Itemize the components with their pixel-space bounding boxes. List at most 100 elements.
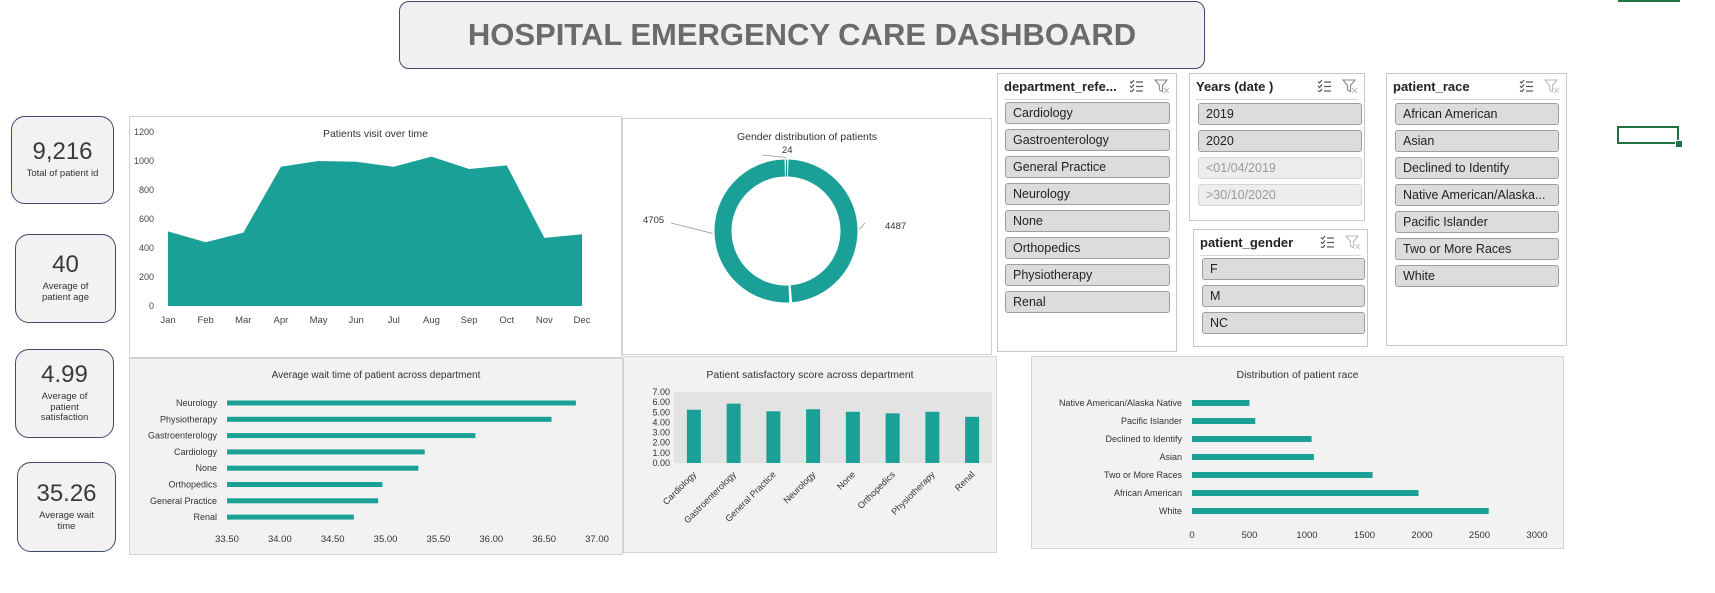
- slicer-divider: [1004, 99, 1170, 100]
- bar: [885, 413, 900, 463]
- bar: [227, 498, 379, 504]
- slicer-item-2020[interactable]: 2020: [1198, 130, 1362, 152]
- slicer-item-m[interactable]: M: [1202, 285, 1365, 307]
- x-tick-label: May: [310, 315, 328, 326]
- chart-wait-time[interactable]: Average wait time of patient across depa…: [129, 358, 623, 555]
- x-tick-label: 500: [1242, 530, 1258, 541]
- donut-slice: [714, 159, 790, 303]
- bar: [227, 514, 354, 520]
- bar: [227, 400, 576, 406]
- slicer-item-after-range[interactable]: >30/10/2020: [1198, 184, 1362, 206]
- chart-patients-visit[interactable]: Patients visit over time 0 200 400 600 800 10…: [129, 116, 622, 358]
- slicer-item-physiotherapy[interactable]: Physiotherapy: [1005, 264, 1170, 286]
- clear-filter-icon[interactable]: [1341, 79, 1358, 98]
- chart-gender-distribution[interactable]: Gender distribution of patients 24 4487 47…: [622, 118, 992, 355]
- bar: [1192, 436, 1312, 442]
- clear-filter-icon[interactable]: [1543, 79, 1560, 98]
- slicer-department[interactable]: department_refe... Cardiology Gastroente…: [997, 73, 1177, 352]
- clear-filter-icon[interactable]: [1153, 79, 1170, 98]
- slicer-header: department_refe...: [1004, 79, 1117, 94]
- satisfaction-chart-svg: 0.001.002.003.004.005.006.007.00 Cardiolo…: [652, 387, 992, 525]
- slicer-item-before-range[interactable]: <01/04/2019: [1198, 157, 1362, 179]
- bar: [1192, 400, 1250, 406]
- chart-satisfaction[interactable]: Patient satisfactory score across depart…: [623, 356, 997, 553]
- x-tick-label: Neurology: [781, 469, 817, 505]
- x-tick-label: 37.00: [585, 534, 609, 545]
- slicer-years[interactable]: Years (date ) 2019 2020 <01/04/2019 >30/…: [1189, 73, 1365, 221]
- y-tick-label: 6.00: [652, 397, 670, 407]
- multi-select-icon[interactable]: [1317, 79, 1332, 98]
- y-category-label: Orthopedics: [168, 480, 217, 490]
- slicer-item-pacific-islander[interactable]: Pacific Islander: [1395, 211, 1559, 233]
- slicer-item-native-american[interactable]: Native American/Alaska...: [1395, 184, 1559, 206]
- bar: [925, 411, 940, 463]
- y-category-label: Renal: [193, 512, 217, 522]
- y-category-label: White: [1159, 506, 1182, 516]
- x-tick-label: Sep: [461, 315, 478, 326]
- y-tick-label: 7.00: [652, 387, 670, 397]
- y-tick-label: 0: [149, 301, 154, 311]
- y-tick-label: 200: [139, 272, 154, 282]
- x-tick-label: 34.00: [268, 534, 292, 545]
- area-chart-svg: 0 200 400 600 800 1000 1200 Jan Feb Mar Apr May Jun J…: [134, 127, 591, 326]
- slicer-item-2019[interactable]: 2019: [1198, 103, 1362, 125]
- x-tick-label: Dec: [574, 315, 591, 326]
- x-tick-label: None: [835, 469, 857, 491]
- leader-line: [859, 222, 866, 230]
- x-tick-label: 0: [1189, 530, 1194, 541]
- slicer-item-general-practice[interactable]: General Practice: [1005, 156, 1170, 178]
- y-category-label: Native American/Alaska Native: [1059, 398, 1182, 408]
- slicer-item-two-or-more[interactable]: Two or More Races: [1395, 238, 1559, 260]
- slicer-item-neurology[interactable]: Neurology: [1005, 183, 1170, 205]
- kpi-average-age[interactable]: 40 Average of patient age: [15, 234, 116, 323]
- slicer-item-renal[interactable]: Renal: [1005, 291, 1170, 313]
- clear-filter-icon[interactable]: [1344, 235, 1361, 254]
- kpi-value: 35.26: [36, 479, 97, 507]
- chart-race-distribution[interactable]: Distribution of patient race Native Amer…: [1031, 356, 1564, 549]
- fill-handle[interactable]: [1675, 140, 1683, 148]
- kpi-total-patients[interactable]: 9,216 Total of patient id: [11, 116, 114, 204]
- slicer-item-nc[interactable]: NC: [1202, 312, 1365, 334]
- y-tick-label: 800: [139, 185, 154, 195]
- y-category-label: None: [195, 463, 217, 473]
- slicer-item-none[interactable]: None: [1005, 210, 1170, 232]
- y-tick-label: 4.00: [652, 417, 670, 427]
- slicer-item-cardiology[interactable]: Cardiology: [1005, 102, 1170, 124]
- slicer-item-orthopedics[interactable]: Orthopedics: [1005, 237, 1170, 259]
- kpi-average-wait-time[interactable]: 35.26 Average wait time: [17, 462, 116, 552]
- slicer-item-white[interactable]: White: [1395, 265, 1559, 287]
- slicer-item-african-american[interactable]: African American: [1395, 103, 1559, 125]
- x-tick-label: Orthopedics: [856, 469, 898, 511]
- slicer-item-f[interactable]: F: [1202, 258, 1365, 280]
- y-category-label: Gastroenterology: [148, 431, 218, 441]
- column-header-highlight: [1618, 0, 1680, 2]
- x-tick-label: 2500: [1469, 530, 1490, 541]
- y-category-label: Pacific Islander: [1121, 416, 1182, 426]
- bar: [806, 409, 821, 463]
- y-tick-label: 1.00: [652, 448, 670, 458]
- selected-cell[interactable]: [1617, 126, 1679, 144]
- area-series: [168, 156, 582, 306]
- slicer-item-declined[interactable]: Declined to Identify: [1395, 157, 1559, 179]
- slicer-gender[interactable]: patient_gender F M NC: [1193, 229, 1368, 347]
- x-tick-label: Jul: [388, 315, 400, 326]
- x-tick-label: 33.50: [215, 534, 239, 545]
- multi-select-icon[interactable]: [1129, 79, 1144, 98]
- x-tick-label: Cardiology: [661, 469, 699, 507]
- multi-select-icon[interactable]: [1320, 235, 1335, 254]
- x-tick-label: Apr: [274, 315, 289, 326]
- slicer-header: patient_race: [1393, 79, 1470, 94]
- dashboard-title: HOSPITAL EMERGENCY CARE DASHBOARD: [467, 17, 1137, 52]
- bar: [1192, 454, 1314, 460]
- kpi-label: Average of patient satisfaction: [40, 390, 89, 424]
- slicer-race[interactable]: patient_race African American Asian Decl…: [1386, 73, 1567, 346]
- multi-select-icon[interactable]: [1519, 79, 1534, 98]
- x-tick-label: Aug: [423, 315, 440, 326]
- kpi-average-satisfaction[interactable]: 4.99 Average of patient satisfaction: [15, 349, 114, 438]
- slicer-item-gastroenterology[interactable]: Gastroenterology: [1005, 129, 1170, 151]
- y-category-label: Physiotherapy: [160, 414, 218, 424]
- chart-title: Patient satisfactory score across depart…: [706, 369, 914, 381]
- slicer-item-asian[interactable]: Asian: [1395, 130, 1559, 152]
- slicer-divider: [1393, 99, 1560, 100]
- dashboard-title-box[interactable]: HOSPITAL EMERGENCY CARE DASHBOARD: [399, 1, 1205, 69]
